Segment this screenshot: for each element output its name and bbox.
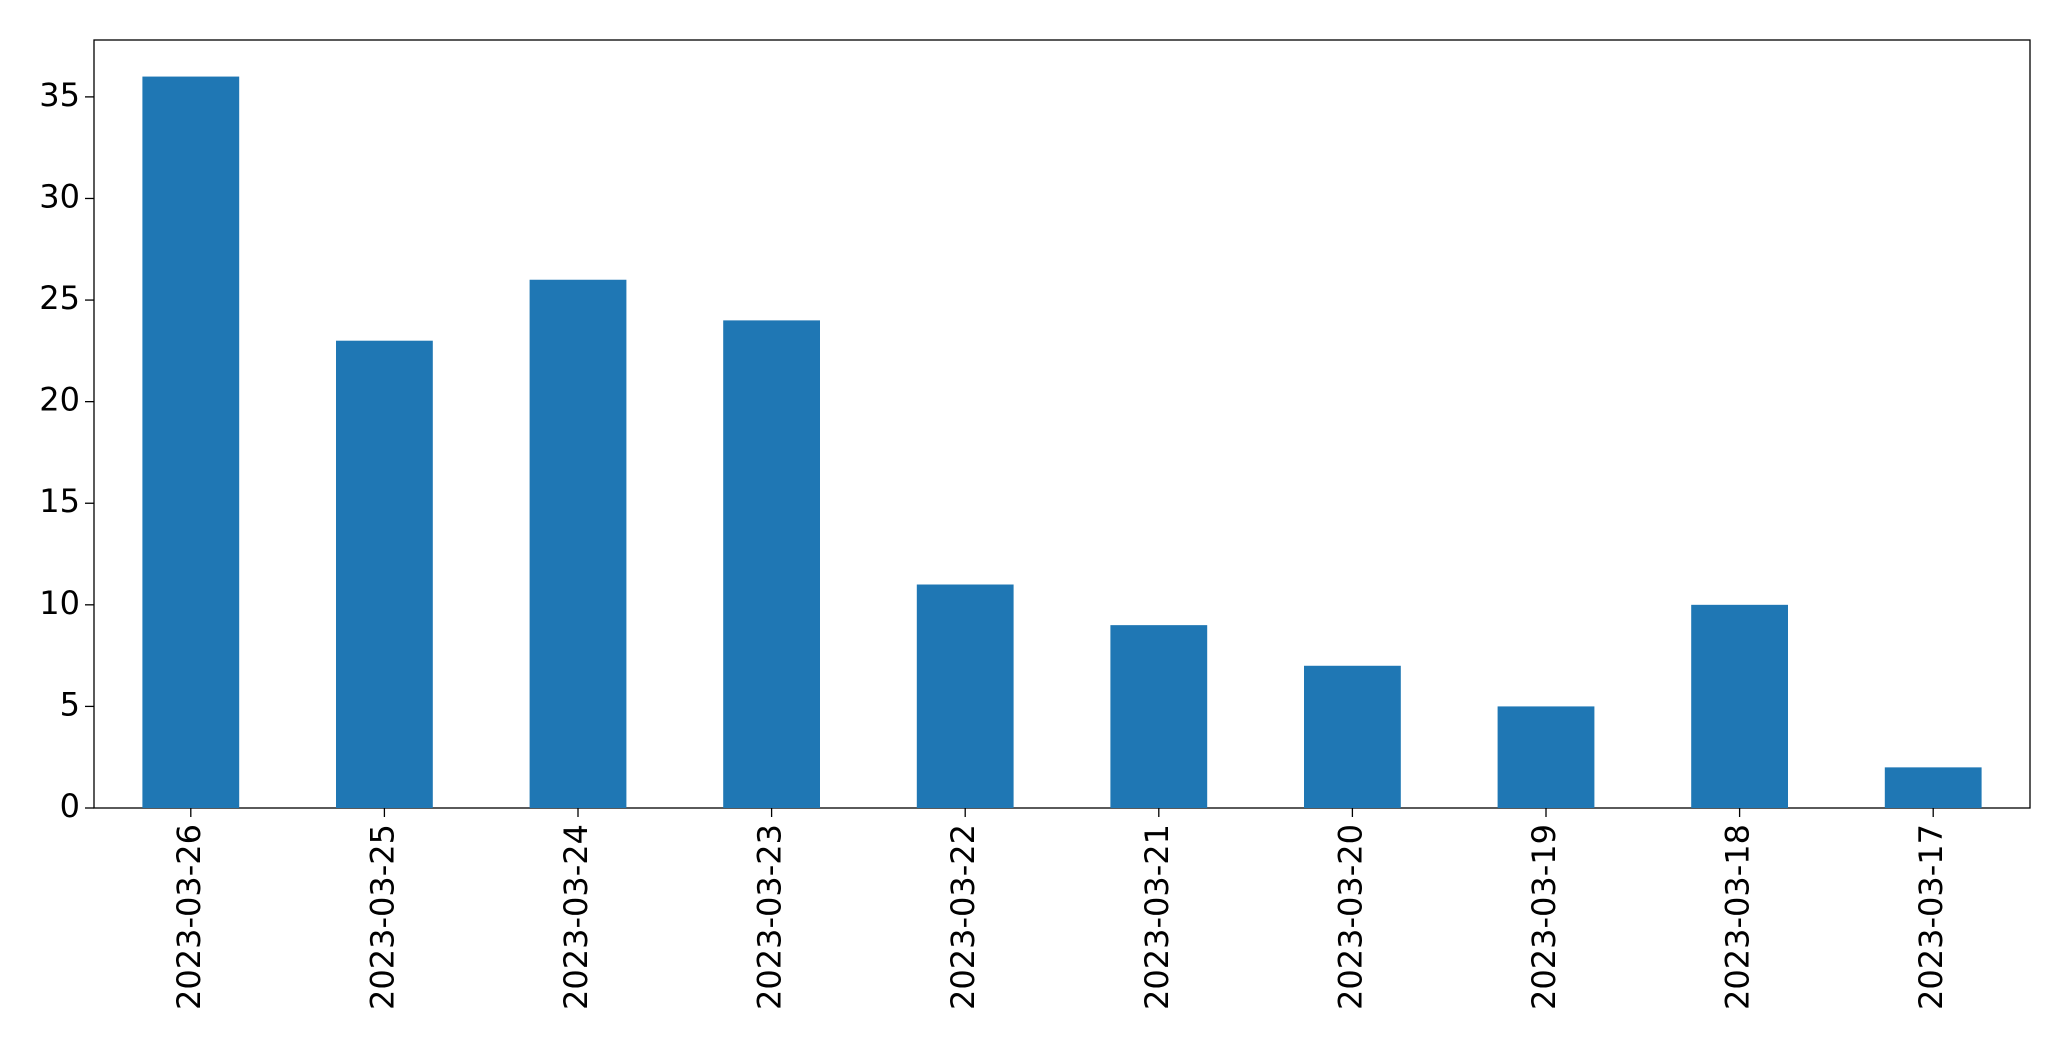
y-tick-label: 5 xyxy=(60,685,80,723)
x-tick-label: 2023-03-26 xyxy=(170,824,208,1010)
y-tick-label: 35 xyxy=(39,76,80,114)
bar xyxy=(723,320,820,808)
y-tick-label: 30 xyxy=(39,177,80,215)
bar xyxy=(1691,604,1788,808)
bar xyxy=(529,279,627,808)
x-tick-label: 2023-03-17 xyxy=(1912,824,1950,1010)
x-tick-label: 2023-03-20 xyxy=(1331,824,1369,1010)
x-tick-label: 2023-03-21 xyxy=(1138,824,1176,1010)
bar xyxy=(916,584,1014,808)
x-tick-label: 2023-03-18 xyxy=(1719,824,1757,1010)
x-tick-label: 2023-03-19 xyxy=(1525,824,1563,1010)
x-tick-label: 2023-03-25 xyxy=(363,824,401,1010)
x-tick-label: 2023-03-22 xyxy=(944,824,982,1010)
x-tick-label: 2023-03-24 xyxy=(557,824,595,1010)
y-tick-label: 0 xyxy=(60,787,80,825)
bar xyxy=(1497,706,1595,808)
y-tick-label: 25 xyxy=(39,279,80,317)
y-tick-label: 10 xyxy=(39,584,80,622)
y-tick-label: 15 xyxy=(39,482,80,520)
axes-frame xyxy=(93,39,2031,809)
bar xyxy=(1304,665,1401,808)
x-tick-label: 2023-03-23 xyxy=(751,824,789,1010)
bar xyxy=(336,340,433,808)
y-tick-label: 20 xyxy=(39,381,80,419)
bar xyxy=(1884,767,1982,808)
bar xyxy=(142,76,240,809)
bar xyxy=(1110,625,1208,808)
